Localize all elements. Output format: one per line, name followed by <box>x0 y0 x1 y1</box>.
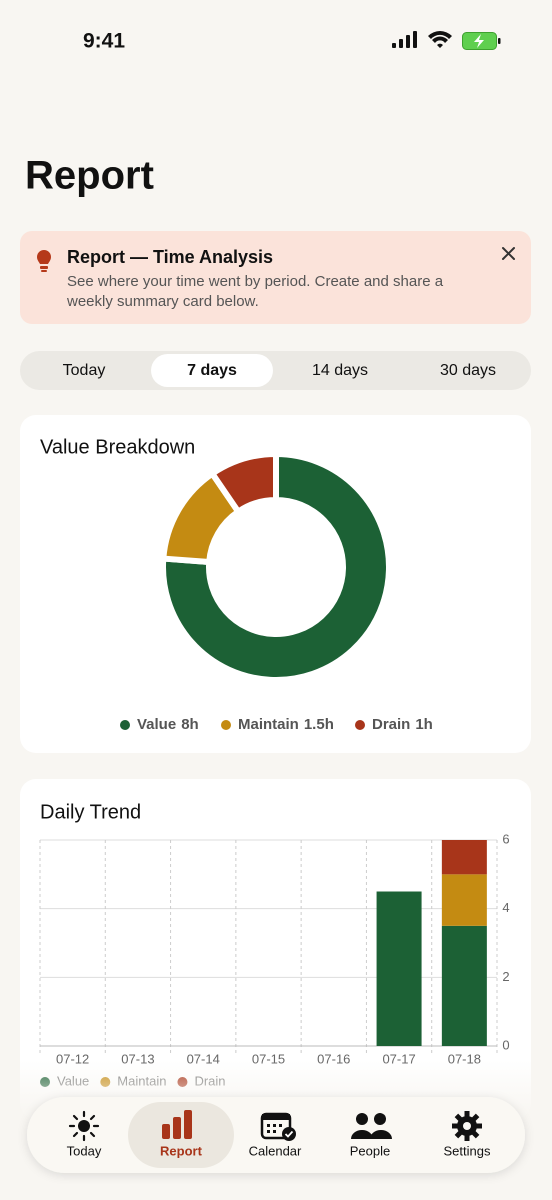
legend-name: Value <box>137 716 176 733</box>
nav-label[interactable]: People <box>350 1143 390 1158</box>
card-title: Value Breakdown <box>40 436 195 458</box>
legend-value: 1h <box>415 716 433 733</box>
legend-value: 8h <box>181 716 199 733</box>
page-title: Report <box>25 154 154 198</box>
banner-text: weekly summary card below. <box>66 293 259 310</box>
nav-label[interactable]: Calendar <box>249 1143 302 1158</box>
status-icons <box>392 31 501 50</box>
legend-entry: Drain 1h <box>372 716 433 733</box>
y-tick-label: 6 <box>502 831 509 846</box>
legend-entry: Maintain 1.5h <box>238 716 334 733</box>
tab[interactable]: 30 days <box>440 362 496 379</box>
bar <box>441 840 487 875</box>
tab[interactable]: 14 days <box>312 362 368 379</box>
y-tick-label: 2 <box>502 969 509 984</box>
legend-dot <box>221 720 231 730</box>
close-button[interactable] <box>502 247 515 260</box>
y-tick-label: 0 <box>502 1037 509 1052</box>
nav-label[interactable]: Settings <box>444 1143 491 1158</box>
banner-text: See where your time went by period. Crea… <box>67 273 444 290</box>
y-tick-label: 4 <box>502 900 509 915</box>
bar <box>441 925 487 1046</box>
bulb-icon <box>37 250 51 272</box>
bar <box>441 874 487 926</box>
tab-bar <box>20 351 531 390</box>
donut-segment <box>160 451 392 683</box>
banner-title: Report — Time Analysis <box>67 247 273 267</box>
tab-nav <box>27 1097 525 1173</box>
legend-value: 1.5h <box>304 716 334 733</box>
legend-entry: Value 8h <box>137 716 199 733</box>
tab-selected <box>151 354 273 387</box>
card <box>20 415 531 753</box>
card-title: Daily Trend <box>40 801 141 823</box>
legend-dot <box>355 720 365 730</box>
legend-dot <box>120 720 130 730</box>
nav-label[interactable]: Today <box>67 1143 102 1158</box>
bar <box>376 891 422 1046</box>
donut-segment <box>209 451 279 515</box>
tab[interactable]: 7 days <box>187 362 237 379</box>
legend-name: Drain <box>372 716 410 733</box>
nav-icons <box>68 1110 482 1142</box>
status-time: 9:41 <box>83 30 125 53</box>
tab[interactable]: Today <box>63 362 106 379</box>
nav-label[interactable]: Report <box>160 1143 203 1158</box>
legend-name: Maintain <box>238 716 299 733</box>
banner <box>20 231 531 324</box>
